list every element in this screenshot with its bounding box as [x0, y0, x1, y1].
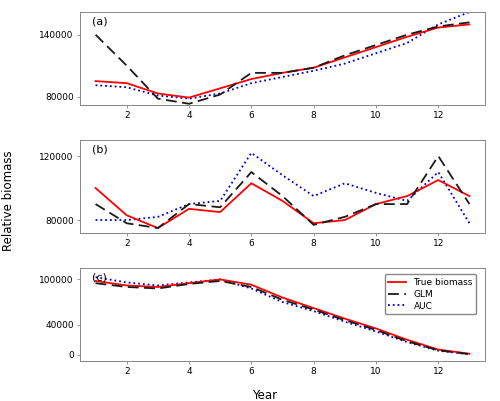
Legend: True biomass, GLM, AUC: True biomass, GLM, AUC: [384, 275, 476, 314]
Text: (b): (b): [92, 145, 108, 155]
Text: Relative biomass: Relative biomass: [2, 150, 16, 251]
Text: (c): (c): [92, 273, 107, 283]
Text: (a): (a): [92, 17, 108, 27]
Text: Year: Year: [252, 389, 278, 401]
